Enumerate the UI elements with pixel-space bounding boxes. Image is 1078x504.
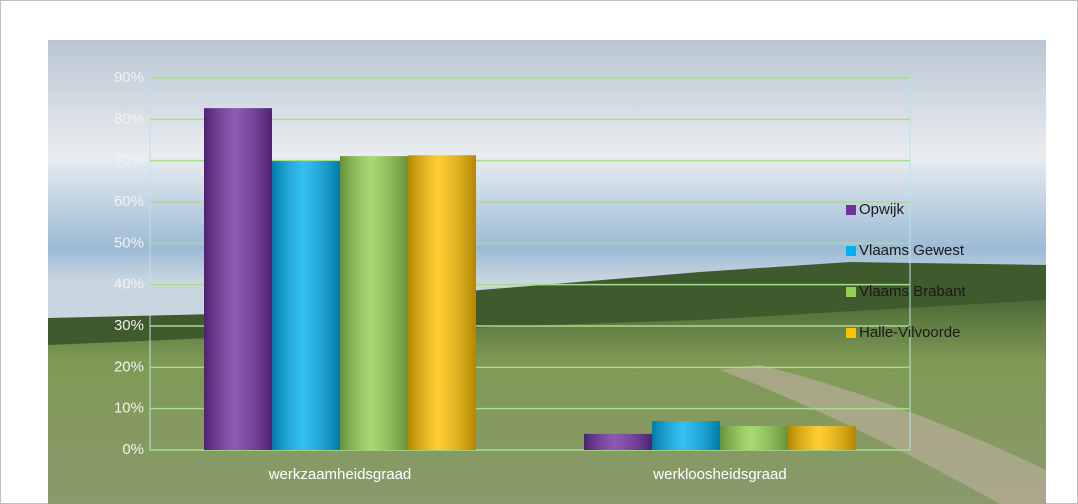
x-tick-label: werkloosheidsgraad (652, 466, 786, 483)
background-path (720, 365, 1046, 504)
bar-shade (340, 156, 408, 450)
y-tick-label: 80% (114, 110, 144, 127)
y-tick-label: 10% (114, 400, 144, 417)
x-tick-label: werkzaamheidsgraad (268, 466, 412, 483)
bar-shade (204, 108, 272, 450)
y-tick-label: 30% (114, 317, 144, 334)
legend-label: Vlaams Gewest (859, 242, 965, 259)
legend-swatch (846, 328, 856, 338)
bar-shade (272, 161, 340, 450)
bar-shade (584, 433, 652, 450)
y-tick-label: 70% (114, 152, 144, 169)
bar-shade (652, 421, 720, 450)
y-tick-label: 20% (114, 358, 144, 375)
y-tick-label: 90% (114, 69, 144, 86)
legend-swatch (846, 287, 856, 297)
y-tick-label: 0% (122, 441, 144, 458)
bar-shade (408, 155, 476, 450)
legend-label: Opwijk (859, 201, 905, 218)
y-tick-label: 60% (114, 193, 144, 210)
y-tick-label: 50% (114, 234, 144, 251)
legend-swatch (846, 205, 856, 215)
bar-shade (788, 426, 856, 450)
legend-label: Vlaams Brabant (859, 283, 967, 300)
bar-shade (720, 426, 788, 450)
legend-label: Halle-Vilvoorde (859, 324, 960, 341)
legend-swatch (846, 246, 856, 256)
y-tick-label: 40% (114, 276, 144, 293)
